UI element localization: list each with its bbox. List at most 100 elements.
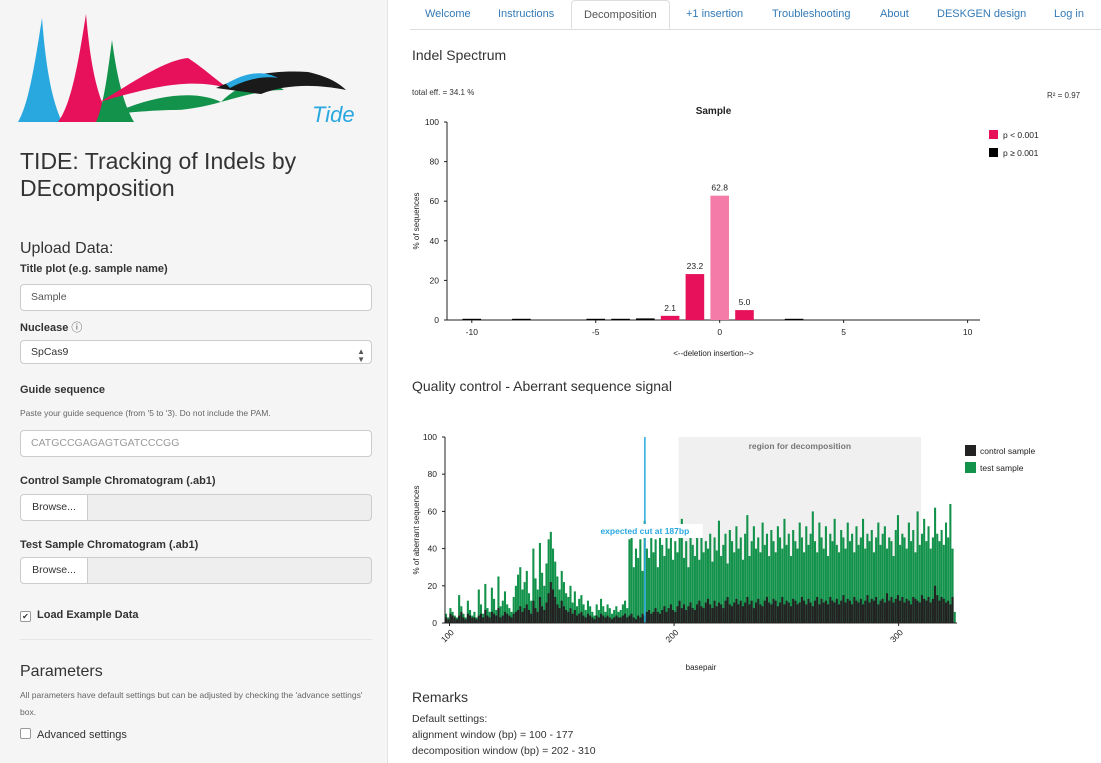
load-example-row[interactable]: ✔ Load Example Data — [20, 609, 138, 622]
tab-log-in[interactable]: Log in — [1054, 8, 1084, 20]
control-sample-bar — [792, 598, 795, 623]
title-plot-label: Title plot (e.g. sample name) — [20, 263, 168, 275]
control-sample-bar — [927, 596, 930, 623]
advanced-settings-checkbox[interactable] — [20, 728, 31, 739]
test-sample-bar — [519, 567, 522, 623]
control-sample-bar — [931, 598, 934, 623]
test-sample-bar — [890, 541, 893, 623]
control-sample-bar — [942, 598, 945, 623]
x-tick-label: 10 — [963, 327, 973, 337]
test-sample-bar — [606, 604, 609, 623]
control-sample-bar — [872, 600, 875, 623]
test-sample-bar — [560, 570, 563, 623]
tab-decomposition[interactable]: Decomposition — [571, 0, 670, 29]
parameters-heading: Parameters — [20, 663, 103, 680]
tab-troubleshooting[interactable]: Troubleshooting — [772, 8, 851, 20]
control-sample-bar — [741, 606, 744, 623]
control-sample-bar — [493, 613, 496, 623]
test-sample-bar — [735, 526, 738, 623]
control-sample-bar — [497, 608, 500, 623]
control-sample-bar — [923, 598, 926, 623]
control-sample-bar — [575, 615, 579, 623]
control-sample-bar — [567, 611, 570, 623]
test-sample-bar — [809, 533, 812, 623]
control-sample-bar — [938, 600, 941, 623]
control-sample-bar — [543, 609, 546, 623]
y-tick-label: 20 — [428, 581, 438, 591]
indel-bar — [685, 274, 705, 320]
test-sample-bar — [517, 574, 520, 623]
test-sample-bar — [641, 570, 644, 623]
control-sample-bar — [458, 615, 461, 623]
test-sample-bar — [803, 552, 806, 623]
test-sample-bar — [569, 585, 572, 623]
nuclease-select[interactable]: SpCas9 ▲ ▼ — [20, 340, 372, 364]
advanced-settings-label: Advanced settings — [37, 729, 127, 741]
test-sample-bar — [532, 548, 535, 623]
test-sample-bar — [798, 522, 801, 623]
tab-instructions[interactable]: Instructions — [498, 8, 555, 20]
advanced-settings-row[interactable]: Advanced settings — [20, 728, 127, 741]
test-sample-bar — [837, 552, 841, 623]
test-sample-bar — [637, 557, 640, 623]
test-sample-bar — [497, 576, 500, 623]
control-sample-bar — [720, 604, 723, 623]
test-sample-bar — [702, 552, 705, 623]
test-file-name-field[interactable] — [88, 557, 372, 584]
test-sample-bar — [903, 537, 906, 623]
sidebar-divider — [20, 639, 372, 640]
control-sample-bar — [538, 596, 541, 623]
control-sample-bar — [527, 609, 531, 623]
r-squared-text: R² = 0.97 — [1047, 91, 1081, 100]
test-sample-bar — [682, 557, 686, 623]
tab-deskgen-design[interactable]: DESKGEN design — [937, 8, 1027, 20]
control-file-input[interactable]: Browse... — [20, 494, 372, 521]
test-sample-bar — [951, 548, 954, 623]
control-sample-bar — [554, 596, 557, 623]
guide-sequence-input[interactable]: CATGCCGAGAGTGATCCCGG — [20, 430, 372, 457]
test-sample-bar — [658, 530, 662, 623]
test-sample-bar — [689, 530, 692, 623]
tab-plus1-insertion[interactable]: +1 insertion — [686, 8, 744, 20]
tab-welcome[interactable]: Welcome — [425, 8, 471, 20]
y-tick-label: 80 — [430, 157, 440, 167]
control-sample-bar — [755, 602, 758, 623]
control-sample-bar — [523, 608, 526, 623]
legend-swatch — [989, 148, 998, 157]
control-sample-bar — [619, 617, 622, 623]
remarks-line: Default settings: — [412, 713, 488, 725]
control-chromatogram-label: Control Sample Chromatogram (.ab1) — [20, 475, 216, 487]
test-sample-bar — [776, 526, 779, 623]
title-plot-input[interactable]: Sample — [20, 284, 372, 311]
test-sample-bar — [916, 511, 919, 623]
control-sample-bar — [879, 600, 882, 623]
control-browse-button[interactable]: Browse... — [20, 494, 88, 521]
x-tick-label: 300 — [888, 627, 905, 644]
control-sample-bar — [713, 600, 716, 623]
control-sample-bar — [689, 602, 692, 623]
control-sample-bar — [477, 615, 480, 623]
total-efficiency-text: total eff. = 34.1 % — [412, 88, 475, 97]
test-browse-button[interactable]: Browse... — [20, 557, 88, 584]
control-sample-bar — [466, 613, 469, 623]
control-sample-bar — [717, 602, 720, 623]
control-sample-bar — [578, 613, 581, 623]
control-sample-bar — [870, 598, 873, 623]
control-sample-bar — [608, 617, 611, 623]
control-file-name-field[interactable] — [88, 494, 372, 521]
control-sample-bar — [748, 604, 751, 623]
test-sample-bar — [650, 533, 653, 623]
load-example-checkbox[interactable]: ✔ — [20, 611, 31, 622]
tab-about[interactable]: About — [880, 8, 909, 20]
upload-heading: Upload Data: — [20, 240, 114, 257]
control-sample-bar — [820, 598, 823, 623]
test-sample-bar — [811, 511, 814, 623]
y-axis-label: % of sequences — [412, 193, 421, 250]
test-sample-bar — [835, 544, 838, 623]
control-sample-bar — [759, 604, 762, 623]
info-icon[interactable]: ⓘ — [71, 322, 83, 334]
test-sample-bar — [717, 520, 720, 623]
test-file-input[interactable]: Browse... — [20, 557, 372, 584]
test-sample-bar — [794, 541, 797, 623]
test-sample-bar — [772, 541, 775, 623]
